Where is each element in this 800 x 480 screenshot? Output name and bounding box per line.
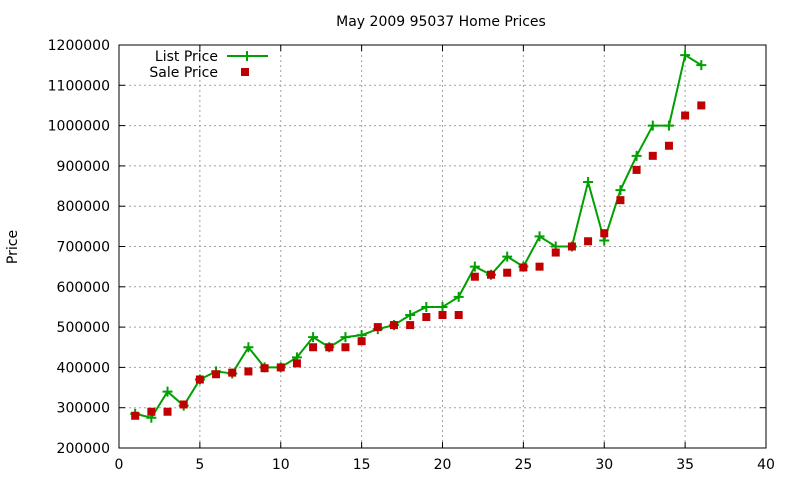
- y-axis-label: Price: [5, 230, 21, 264]
- sale-price-point: [454, 311, 463, 320]
- list-price-point: [340, 332, 351, 343]
- x-tick-label: 30: [595, 457, 613, 473]
- sale-price-point: [616, 196, 625, 205]
- list-price-point: [615, 185, 626, 196]
- legend-marker-sale-price: [241, 68, 249, 76]
- y-tick-label: 800000: [57, 199, 110, 215]
- series-list-price: [130, 50, 707, 423]
- y-tick-label: 300000: [57, 401, 110, 417]
- x-tick-label: 40: [757, 457, 775, 473]
- sale-price-point: [664, 141, 673, 150]
- sale-price-point: [697, 101, 706, 110]
- y-tick-label: 700000: [57, 240, 110, 256]
- legend-symbol-list-price: [227, 51, 268, 61]
- y-tick-label: 1000000: [48, 119, 110, 135]
- sale-price-point: [292, 359, 301, 368]
- sale-price-point: [406, 321, 415, 330]
- list-price-point: [631, 150, 642, 161]
- list-price-point: [421, 301, 432, 312]
- sale-price-point: [551, 248, 560, 257]
- sale-price-point: [535, 262, 544, 271]
- list-price-point: [647, 120, 658, 131]
- legend-marker-list-price: [242, 51, 252, 61]
- list-price-point: [680, 50, 691, 61]
- sale-price-point: [179, 400, 188, 409]
- x-tick-label: 35: [676, 457, 694, 473]
- list-price-point: [696, 60, 707, 71]
- legend: List Price Sale Price: [149, 49, 268, 81]
- sale-price-point: [147, 407, 156, 416]
- y-tick-label: 900000: [57, 159, 110, 175]
- list-price-point: [469, 261, 480, 272]
- y-tick-label: 1100000: [48, 78, 110, 94]
- sale-price-point: [519, 263, 528, 272]
- legend-symbol-sale-price: [241, 68, 249, 76]
- series-layer: [130, 50, 707, 423]
- x-tick-label: 20: [434, 457, 452, 473]
- sale-price-point: [244, 367, 253, 376]
- list-price-line: [134, 54, 702, 419]
- chart-title: May 2009 95037 Home Prices: [336, 14, 546, 30]
- sale-price-point: [632, 165, 641, 174]
- sale-price-point: [131, 411, 140, 420]
- y-tick-label: 200000: [57, 441, 110, 457]
- y-tick-label: 600000: [57, 280, 110, 296]
- sale-price-point: [276, 363, 285, 372]
- plot-frame: [118, 44, 767, 449]
- sale-price-point: [357, 337, 366, 346]
- sale-price-point: [567, 242, 576, 251]
- x-tick-label: 25: [514, 457, 532, 473]
- sale-price-point: [503, 268, 512, 277]
- legend-label-sale-price: Sale Price: [149, 65, 218, 81]
- sale-price-point: [195, 375, 204, 384]
- sale-price-point: [212, 370, 221, 379]
- list-price-point: [453, 291, 464, 302]
- sale-price-point: [325, 343, 334, 352]
- list-price-point: [583, 177, 594, 188]
- sale-price-point: [260, 364, 269, 373]
- y-tick-label: 400000: [57, 360, 110, 376]
- list-price-point: [162, 386, 173, 397]
- sale-price-point: [470, 272, 479, 281]
- sale-price-point: [373, 323, 382, 332]
- list-price-point: [502, 251, 513, 262]
- list-price-point: [308, 332, 319, 343]
- sale-price-point: [600, 229, 609, 238]
- sale-price-point: [422, 313, 431, 322]
- tick-labels: 200000 300000 400000 500000 600000 700000 8000…: [48, 38, 775, 473]
- x-tick-label: 15: [353, 457, 371, 473]
- sale-price-point: [681, 111, 690, 120]
- sale-price-point: [163, 407, 172, 416]
- grid: [119, 45, 766, 448]
- y-tick-label: 1200000: [48, 38, 110, 54]
- sale-price-point: [341, 343, 350, 352]
- sale-price-point: [309, 343, 318, 352]
- list-price-point: [663, 120, 674, 131]
- sale-price-point: [389, 321, 398, 330]
- sale-price-point: [584, 237, 593, 246]
- list-price-point: [437, 301, 448, 312]
- sale-price-point: [487, 270, 496, 279]
- list-price-point: [243, 342, 254, 353]
- y-tick-label: 500000: [57, 320, 110, 336]
- list-price-point: [405, 310, 416, 321]
- x-tick-label: 0: [115, 457, 124, 473]
- sale-price-point: [648, 151, 657, 160]
- x-tick-label: 10: [272, 457, 290, 473]
- legend-label-list-price: List Price: [155, 49, 218, 65]
- sale-price-point: [438, 311, 447, 320]
- sale-price-point: [228, 368, 237, 377]
- x-tick-label: 5: [195, 457, 204, 473]
- series-sale-price: [131, 101, 706, 420]
- list-price-point: [534, 231, 545, 242]
